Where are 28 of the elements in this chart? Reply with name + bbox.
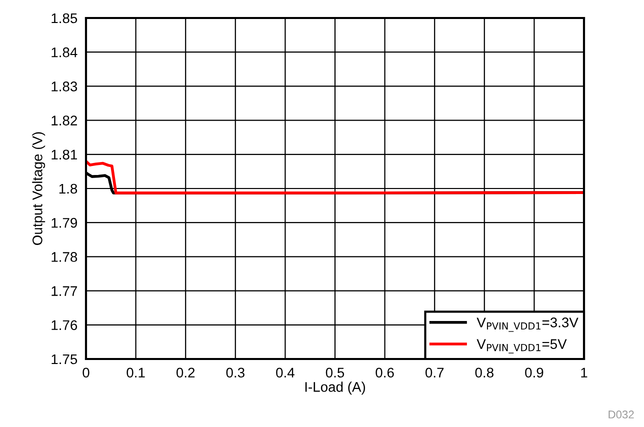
y-tick-label: 1.77 — [52, 286, 77, 296]
x-tick-label: 0.2 — [176, 368, 195, 378]
x-tick-label: 0.1 — [126, 368, 145, 378]
x-tick-label: 0.5 — [326, 368, 344, 378]
x-tick-label: 0.9 — [525, 368, 544, 378]
y-tick-label: 1.81 — [52, 150, 77, 160]
y-tick-label: 1.8 — [59, 184, 78, 194]
x-tick-label: 0.6 — [376, 368, 394, 378]
y-tick-label: 1.82 — [52, 116, 77, 126]
y-tick-label: 1.75 — [52, 354, 78, 364]
legend-label: V$_{PVIN_VDD1}$=5V — [476, 339, 567, 354]
y-tick-label: 1.76 — [52, 320, 78, 330]
y-tick-label: 1.84 — [52, 47, 78, 58]
text: D032 — [608, 410, 634, 418]
line-series — [86, 160, 584, 194]
x-tick-label: 0 — [82, 368, 90, 378]
y-axis-title: Output Voltage (V) — [32, 132, 46, 245]
y-tick-label: 1.83 — [52, 82, 78, 92]
y-tick-label: 1.78 — [52, 252, 78, 262]
legend-label: V$_{PVIN_VDD1}$=3.3V — [476, 318, 578, 332]
x-tick-label: 0.8 — [475, 368, 494, 378]
y-tick-label: 1.79 — [52, 218, 78, 228]
x-axis-title: I-Load (A) — [305, 382, 366, 395]
x-tick-label: 0.3 — [226, 368, 244, 378]
x-tick-label: 1 — [581, 368, 588, 378]
x-tick-label: 0.7 — [425, 368, 444, 378]
x-tick-label: 0.4 — [276, 368, 294, 378]
y-tick-label: 1.85 — [52, 13, 78, 24]
